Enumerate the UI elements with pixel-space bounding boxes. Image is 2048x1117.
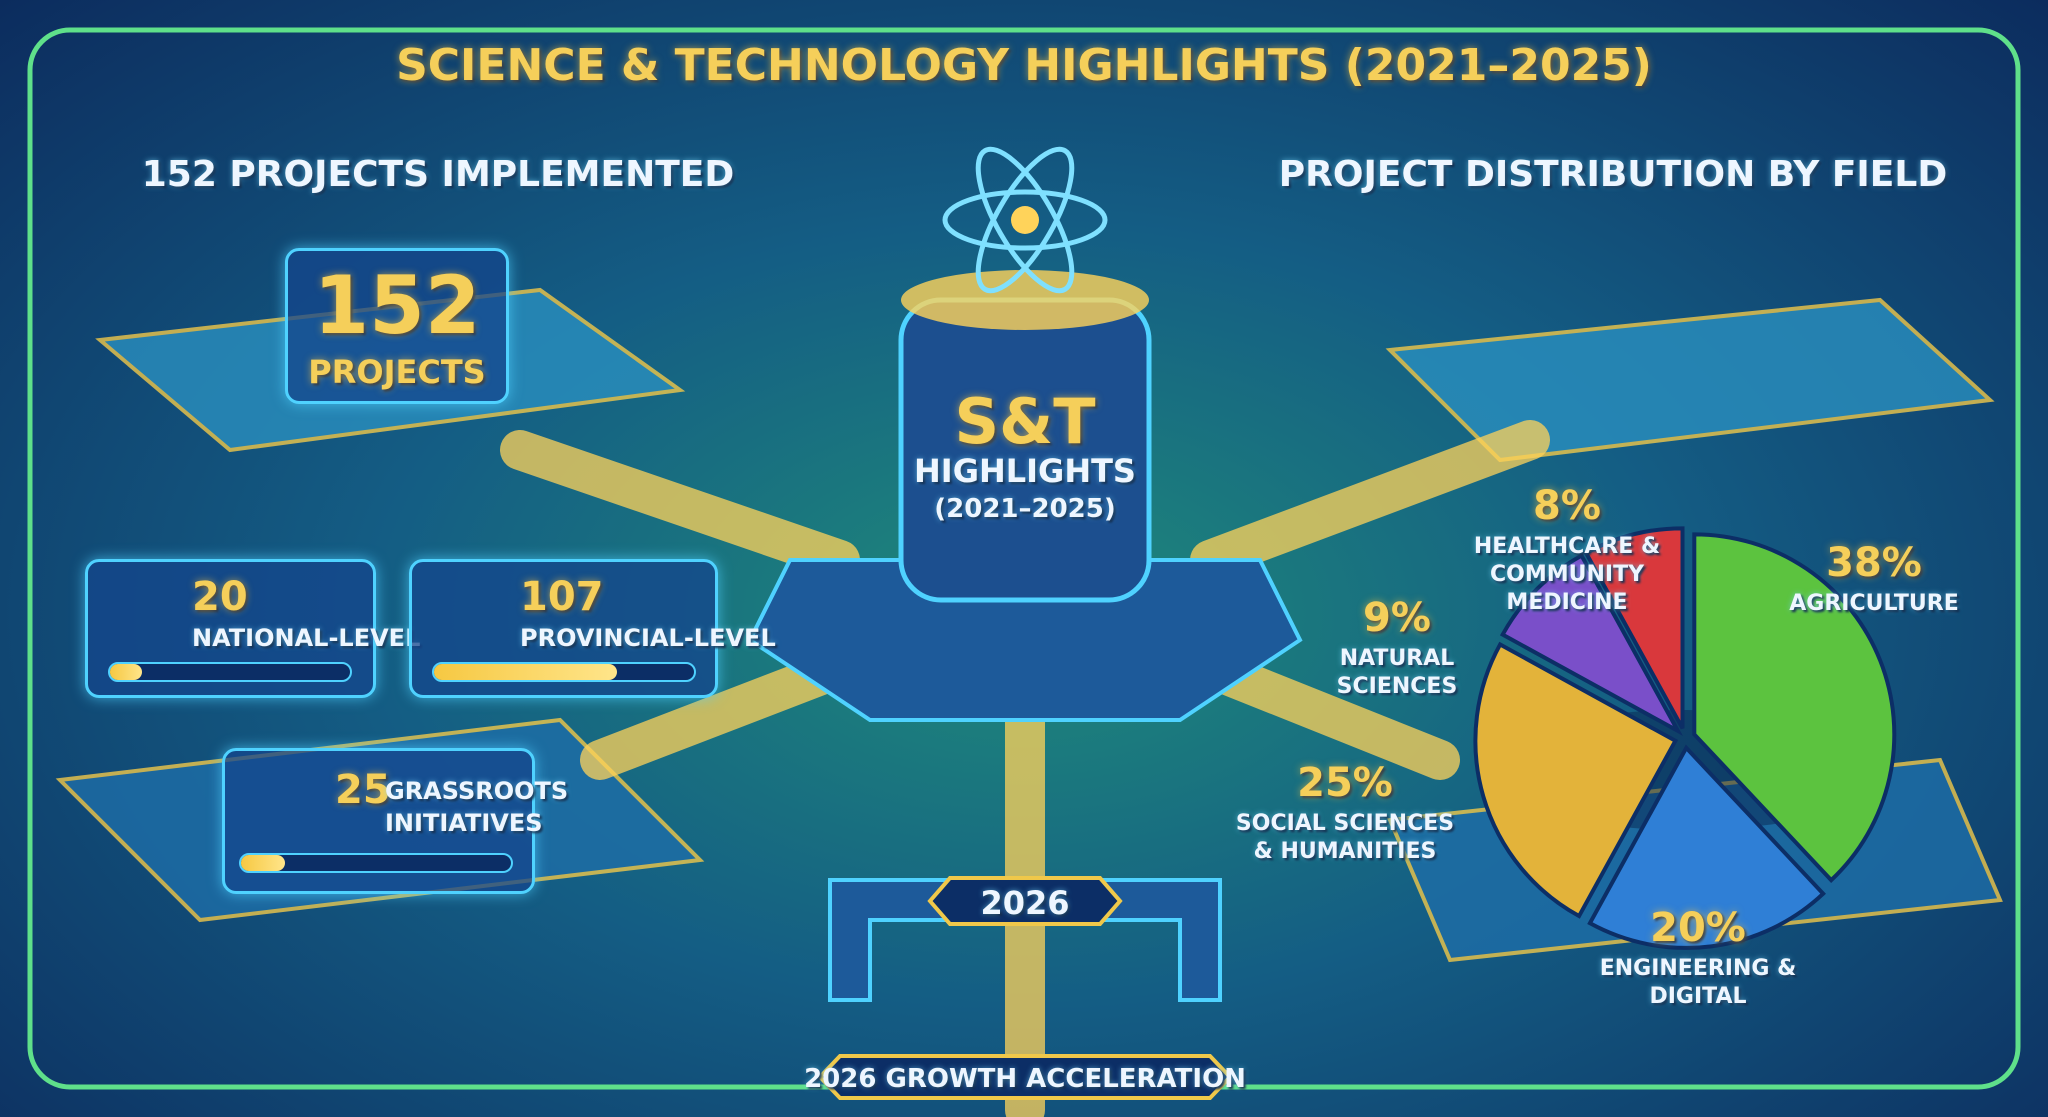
hub-glow: [901, 270, 1149, 330]
page-title: SCIENCE & TECHNOLOGY HIGHLIGHTS (2021–20…: [396, 40, 1652, 91]
slice-label: ENGINEERING & DIGITAL: [1599, 956, 1797, 1009]
pie-slice: [1499, 552, 1683, 736]
progress-bar: [110, 664, 142, 680]
level-label: NATIONAL-LEVEL: [192, 624, 421, 652]
pie-slice: [1692, 532, 1897, 883]
banner-shape: [817, 1054, 1233, 1100]
total-label: PROJECTS: [308, 353, 486, 391]
level-number: 25: [335, 767, 391, 813]
right-heading: PROJECT DISTRIBUTION BY FIELD: [1278, 154, 1948, 195]
progress-track: [108, 662, 352, 682]
milestone-year: 2026: [980, 884, 1070, 922]
progress-track: [432, 662, 696, 682]
level-number: 20: [192, 574, 248, 620]
left-heading: 152 PROJECTS IMPLEMENTED: [141, 154, 735, 195]
hub-subtitle: HIGHLIGHTS: [914, 452, 1136, 490]
energy-paths: [500, 420, 1550, 1117]
hub-period: (2021–2025): [934, 494, 1116, 524]
slice-percent: 8%: [1533, 483, 1601, 529]
slice-percent: 38%: [1826, 540, 1922, 586]
pie-slice: [1583, 526, 1685, 730]
hub-base: [747, 558, 1303, 722]
progress-bar: [434, 664, 618, 680]
level-card: 20 NATIONAL-LEVEL: [85, 559, 420, 698]
progress-bar: [241, 855, 286, 871]
atom-core: [1011, 206, 1039, 234]
slice-label: HEALTHCARE & COMMUNITY MEDICINE: [1473, 534, 1661, 615]
slice-label: SOCIAL SCIENCES & HUMANITIES: [1235, 811, 1455, 864]
gate: [828, 878, 1222, 1002]
slice-label: NATURAL SCIENCES: [1336, 646, 1458, 699]
level-card: 107 PROVINCIAL-LEVEL: [409, 559, 776, 698]
atom-icon: [942, 146, 1108, 294]
hub-title: S&T: [954, 385, 1096, 458]
level-number: 107: [520, 574, 604, 620]
progress-track: [239, 853, 513, 873]
total-card: 152 PROJECTS: [285, 248, 509, 404]
year-badge: [927, 876, 1123, 926]
level-label: GRASSROOTS INITIATIVES: [385, 777, 569, 837]
pie-slice: [1473, 641, 1679, 919]
level-card: 25 GRASSROOTS INITIATIVES: [222, 748, 569, 894]
pie-slice: [1587, 744, 1826, 950]
slice-percent: 20%: [1650, 905, 1746, 951]
slice-percent: 25%: [1297, 760, 1393, 806]
milestone-banner: 2026 GROWTH ACCELERATION: [804, 1064, 1246, 1094]
slice-label: AGRICULTURE: [1789, 591, 1959, 616]
platform: [1385, 297, 1995, 463]
level-label: PROVINCIAL-LEVEL: [520, 624, 776, 652]
slice-percent: 9%: [1363, 595, 1431, 641]
total-number: 152: [313, 259, 481, 352]
